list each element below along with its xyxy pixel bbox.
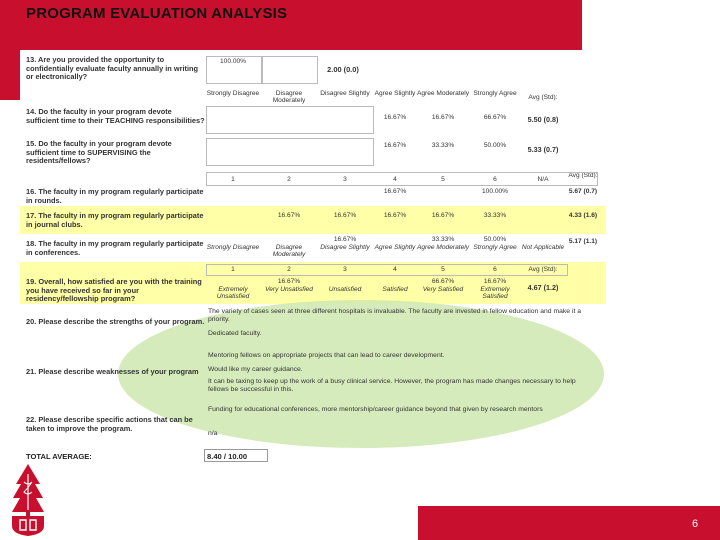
q19-header: 1 xyxy=(231,266,235,273)
q19-header: Avg (Std): xyxy=(528,266,558,273)
q16-cell: 16.67% xyxy=(383,188,407,195)
header-5: 5 xyxy=(441,176,445,183)
q19-header: 5 xyxy=(441,266,445,273)
q14-cell: 66.67% xyxy=(483,114,507,121)
question-18: 18. The faculty in my program regularly … xyxy=(26,239,204,257)
q15-empty-box xyxy=(206,138,374,166)
q18-avg: 5.17 (1.1) xyxy=(568,238,598,245)
header-4: 4 xyxy=(393,176,397,183)
header-row-box xyxy=(206,172,598,186)
header-agree-moderately: Agree Moderately xyxy=(416,90,470,97)
q15-cell: 33.33% xyxy=(431,142,455,149)
comment-highlight-ellipse xyxy=(118,300,604,448)
question-22: 22. Please describe specific actions tha… xyxy=(26,415,193,433)
total-value: 8.40 / 10.00 xyxy=(207,452,248,461)
q14-cell: 16.67% xyxy=(383,114,407,121)
header-disagree-moderately: Disagree Moderately xyxy=(272,90,306,105)
highlight-row-17 xyxy=(20,206,606,234)
question-17: 17. The faculty in my program regularly … xyxy=(26,211,204,229)
question-16: 16. The faculty in my program regularly … xyxy=(26,187,204,205)
header-1: 1 xyxy=(231,176,235,183)
q16-cell: 100.00% xyxy=(481,188,509,195)
header-na: N/A xyxy=(537,176,549,183)
question-20: 20. Please describe the strengths of you… xyxy=(26,317,205,326)
q19-label: Unsatisfied xyxy=(328,286,362,293)
header-avg-std-2: Avg (Std): xyxy=(568,172,598,179)
q21-answer: Mentoring fellows on appropriate project… xyxy=(208,352,445,359)
q18-label: Not Applicable xyxy=(521,244,565,251)
q19-label: Extremely Unsatisfied xyxy=(216,286,250,301)
q16-avg: 5.67 (0.7) xyxy=(568,188,598,195)
q18-cell: 16.67% xyxy=(333,236,357,243)
q17-cell: 33.33% xyxy=(483,212,507,219)
q18-label: Agree Slightly xyxy=(374,244,416,251)
question-19: 19. Overall, how satisfied are you with … xyxy=(26,277,202,304)
q19-label: Very Unsatisfied xyxy=(265,286,313,293)
q21-answer: Would like my career guidance. xyxy=(208,366,303,373)
university-seal-logo xyxy=(12,464,44,536)
left-accent-bar xyxy=(0,50,20,100)
header-avg-std: Avg (Std): xyxy=(528,94,558,101)
q18-label: Agree Moderately xyxy=(416,244,470,251)
q19-cell: 16.67% xyxy=(483,278,507,285)
q19-cell: 16.67% xyxy=(277,278,301,285)
q17-avg: 4.33 (1.6) xyxy=(568,212,598,219)
q18-cell: 50.00% xyxy=(483,236,507,243)
q14-cell: 16.67% xyxy=(431,114,455,121)
q19-label: Extremely Satisfied xyxy=(480,286,510,301)
header-2: 2 xyxy=(287,176,291,183)
q14-avg: 5.50 (0.8) xyxy=(527,115,559,124)
q22-answer: Funding for educational conferences, mor… xyxy=(208,406,543,413)
q18-cell: 33.33% xyxy=(431,236,455,243)
q17-cell: 16.67% xyxy=(383,212,407,219)
q20-answer: Dedicated faculty. xyxy=(208,330,262,337)
q19-header: 4 xyxy=(393,266,397,273)
q18-label: Strongly Agree xyxy=(473,244,517,251)
q18-label: Strongly Disagree xyxy=(206,244,260,251)
footer-bar xyxy=(418,506,720,540)
q15-cell: 16.67% xyxy=(383,142,407,149)
header-strongly-agree: Strongly Agree xyxy=(473,90,517,97)
header-3: 3 xyxy=(343,176,347,183)
question-21: 21. Please describe weaknesses of your p… xyxy=(26,367,199,376)
header-strongly-disagree: Strongly Disagree xyxy=(206,90,260,97)
q20-answer: The variety of cases seen at three diffe… xyxy=(208,308,582,323)
q19-header: 2 xyxy=(287,266,291,273)
highlight-row-19 xyxy=(20,262,606,304)
q19-cell: 66.67% xyxy=(431,278,455,285)
page-title: PROGRAM EVALUATION ANALYSIS xyxy=(26,5,288,22)
question-13: 13. Are you provided the opportunity to … xyxy=(26,55,199,82)
q17-cell: 16.67% xyxy=(333,212,357,219)
q19-label: Satisfied xyxy=(382,286,408,293)
q19-header: 6 xyxy=(493,266,497,273)
question-15: 15. Do the faculty in your program devot… xyxy=(26,139,172,166)
total-label: TOTAL AVERAGE: xyxy=(26,452,92,461)
q18-label: Disagree Slightly xyxy=(320,244,370,251)
q15-avg: 5.33 (0.7) xyxy=(527,145,559,154)
q18-label: Disagree Moderately xyxy=(272,244,306,259)
q14-empty-box xyxy=(206,106,374,134)
q13-cell-box xyxy=(206,56,262,84)
total-box xyxy=(204,449,268,462)
q15-cell: 50.00% xyxy=(483,142,507,149)
q19-avg: 4.67 (1.2) xyxy=(527,283,559,292)
q22-answer: n/a xyxy=(208,430,218,437)
q21-answer: It can be taxing to keep up the work of … xyxy=(208,378,576,393)
q17-cell: 16.67% xyxy=(277,212,301,219)
page-number: 6 xyxy=(692,518,699,530)
q13-avg: 2.00 (0.0) xyxy=(327,65,359,74)
header-6: 6 xyxy=(493,176,497,183)
header-disagree-slightly: Disagree Slightly xyxy=(320,90,370,97)
title-bar xyxy=(0,0,582,50)
q19-label: Very Satisfied xyxy=(422,286,464,293)
header-agree-slightly: Agree Slightly xyxy=(374,90,416,97)
q19-header-box xyxy=(206,264,568,276)
q13-cell: 100.00% xyxy=(219,58,247,65)
q19-header: 3 xyxy=(343,266,347,273)
q17-cell: 16.67% xyxy=(431,212,455,219)
q13-cell-box xyxy=(262,56,318,84)
question-14: 14. Do the faculty in your program devot… xyxy=(26,107,205,125)
